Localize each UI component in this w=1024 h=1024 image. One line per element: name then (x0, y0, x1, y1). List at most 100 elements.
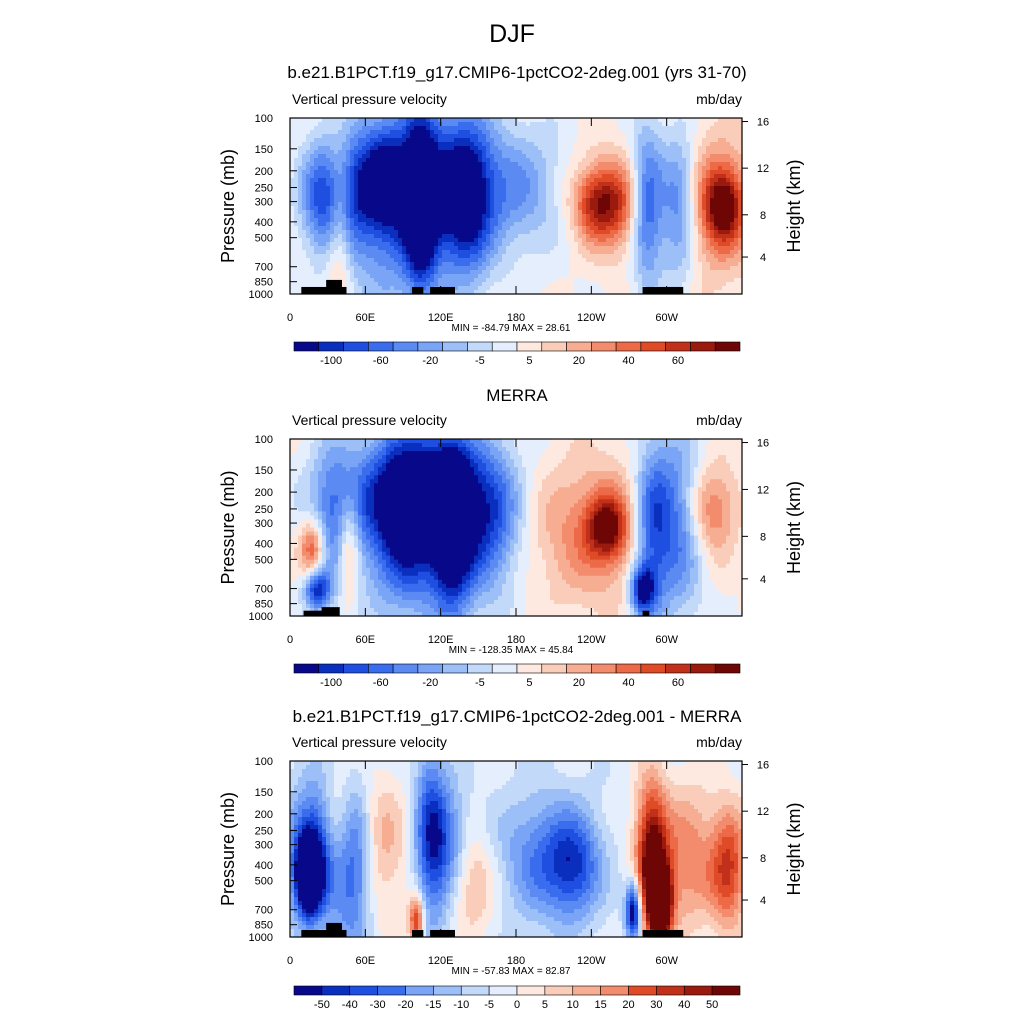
field-cell (366, 186, 371, 191)
field-cell (430, 134, 435, 139)
field-cell (290, 266, 295, 271)
field-cell (586, 242, 591, 247)
field-cell (526, 142, 531, 147)
field-cell (658, 258, 663, 263)
field-cell (518, 278, 523, 283)
field-cell (486, 226, 491, 231)
field-cell (466, 278, 471, 283)
field-cell (290, 182, 295, 187)
field-cell (730, 226, 735, 231)
field-cell (370, 126, 375, 131)
field-cell (486, 234, 491, 239)
field-cell (310, 190, 315, 195)
field-cell (482, 194, 487, 199)
field-cell (622, 166, 627, 171)
field-cell (410, 282, 415, 287)
field-cell (478, 162, 483, 167)
field-cell (678, 270, 683, 275)
field-cell (530, 174, 535, 179)
field-cell (646, 266, 651, 271)
field-cell (714, 186, 719, 191)
field-cell (558, 130, 563, 135)
field-cell (602, 130, 607, 135)
field-cell (594, 242, 599, 247)
field-cell (722, 246, 727, 251)
field-cell (486, 238, 491, 243)
field-cell (706, 150, 711, 155)
field-cell (342, 138, 347, 143)
field-cell (466, 170, 471, 175)
field-cell (450, 162, 455, 167)
field-cell (338, 230, 343, 235)
field-cell (354, 222, 359, 227)
field-cell (574, 150, 579, 155)
field-cell (470, 146, 475, 151)
field-cell (390, 206, 395, 211)
field-cell (334, 222, 339, 227)
field-cell (314, 218, 319, 223)
field-cell (646, 206, 651, 211)
field-cell (438, 146, 443, 151)
field-cell (694, 158, 699, 163)
field-cell (502, 146, 507, 151)
field-cell (502, 290, 507, 295)
field-cell (642, 262, 647, 267)
field-cell (394, 282, 399, 287)
field-cell (606, 178, 611, 183)
field-cell (290, 202, 295, 207)
field-cell (518, 214, 523, 219)
field-cell (606, 258, 611, 263)
field-cell (338, 142, 343, 147)
field-cell (726, 238, 731, 243)
field-cell (654, 202, 659, 207)
field-cell (674, 254, 679, 259)
field-cell (314, 270, 319, 275)
field-cell (546, 242, 551, 247)
field-cell (714, 146, 719, 151)
field-cell (458, 118, 463, 123)
field-cell (594, 214, 599, 219)
field-cell (738, 282, 743, 287)
field-cell (726, 218, 731, 223)
field-cell (342, 282, 347, 287)
field-cell (358, 258, 363, 263)
field-cell (650, 226, 655, 231)
field-cell (726, 142, 731, 147)
field-cell (670, 178, 675, 183)
field-cell (442, 174, 447, 179)
field-cell (666, 242, 671, 247)
field-cell (338, 242, 343, 247)
field-cell (570, 174, 575, 179)
field-cell (346, 130, 351, 135)
field-cell (662, 154, 667, 159)
field-cell (526, 206, 531, 211)
field-cell (370, 238, 375, 243)
field-cell (570, 262, 575, 267)
field-cell (738, 174, 743, 179)
field-cell (322, 222, 327, 227)
field-cell (422, 210, 427, 215)
field-cell (674, 266, 679, 271)
field-cell (618, 278, 623, 283)
field-cell (706, 258, 711, 263)
field-cell (518, 226, 523, 231)
field-cell (386, 210, 391, 215)
field-cell (554, 150, 559, 155)
field-cell (634, 246, 639, 251)
field-cell (674, 122, 679, 127)
field-cell (442, 182, 447, 187)
field-cell (706, 246, 711, 251)
field-cell (498, 150, 503, 155)
field-cell (534, 138, 539, 143)
field-cell (574, 174, 579, 179)
field-cell (546, 290, 551, 295)
field-cell (498, 290, 503, 295)
field-cell (318, 174, 323, 179)
field-cell (626, 146, 631, 151)
field-cell (626, 246, 631, 251)
field-cell (734, 178, 739, 183)
field-cell (634, 126, 639, 131)
field-cell (478, 158, 483, 163)
field-cell (462, 174, 467, 179)
field-cell (574, 234, 579, 239)
